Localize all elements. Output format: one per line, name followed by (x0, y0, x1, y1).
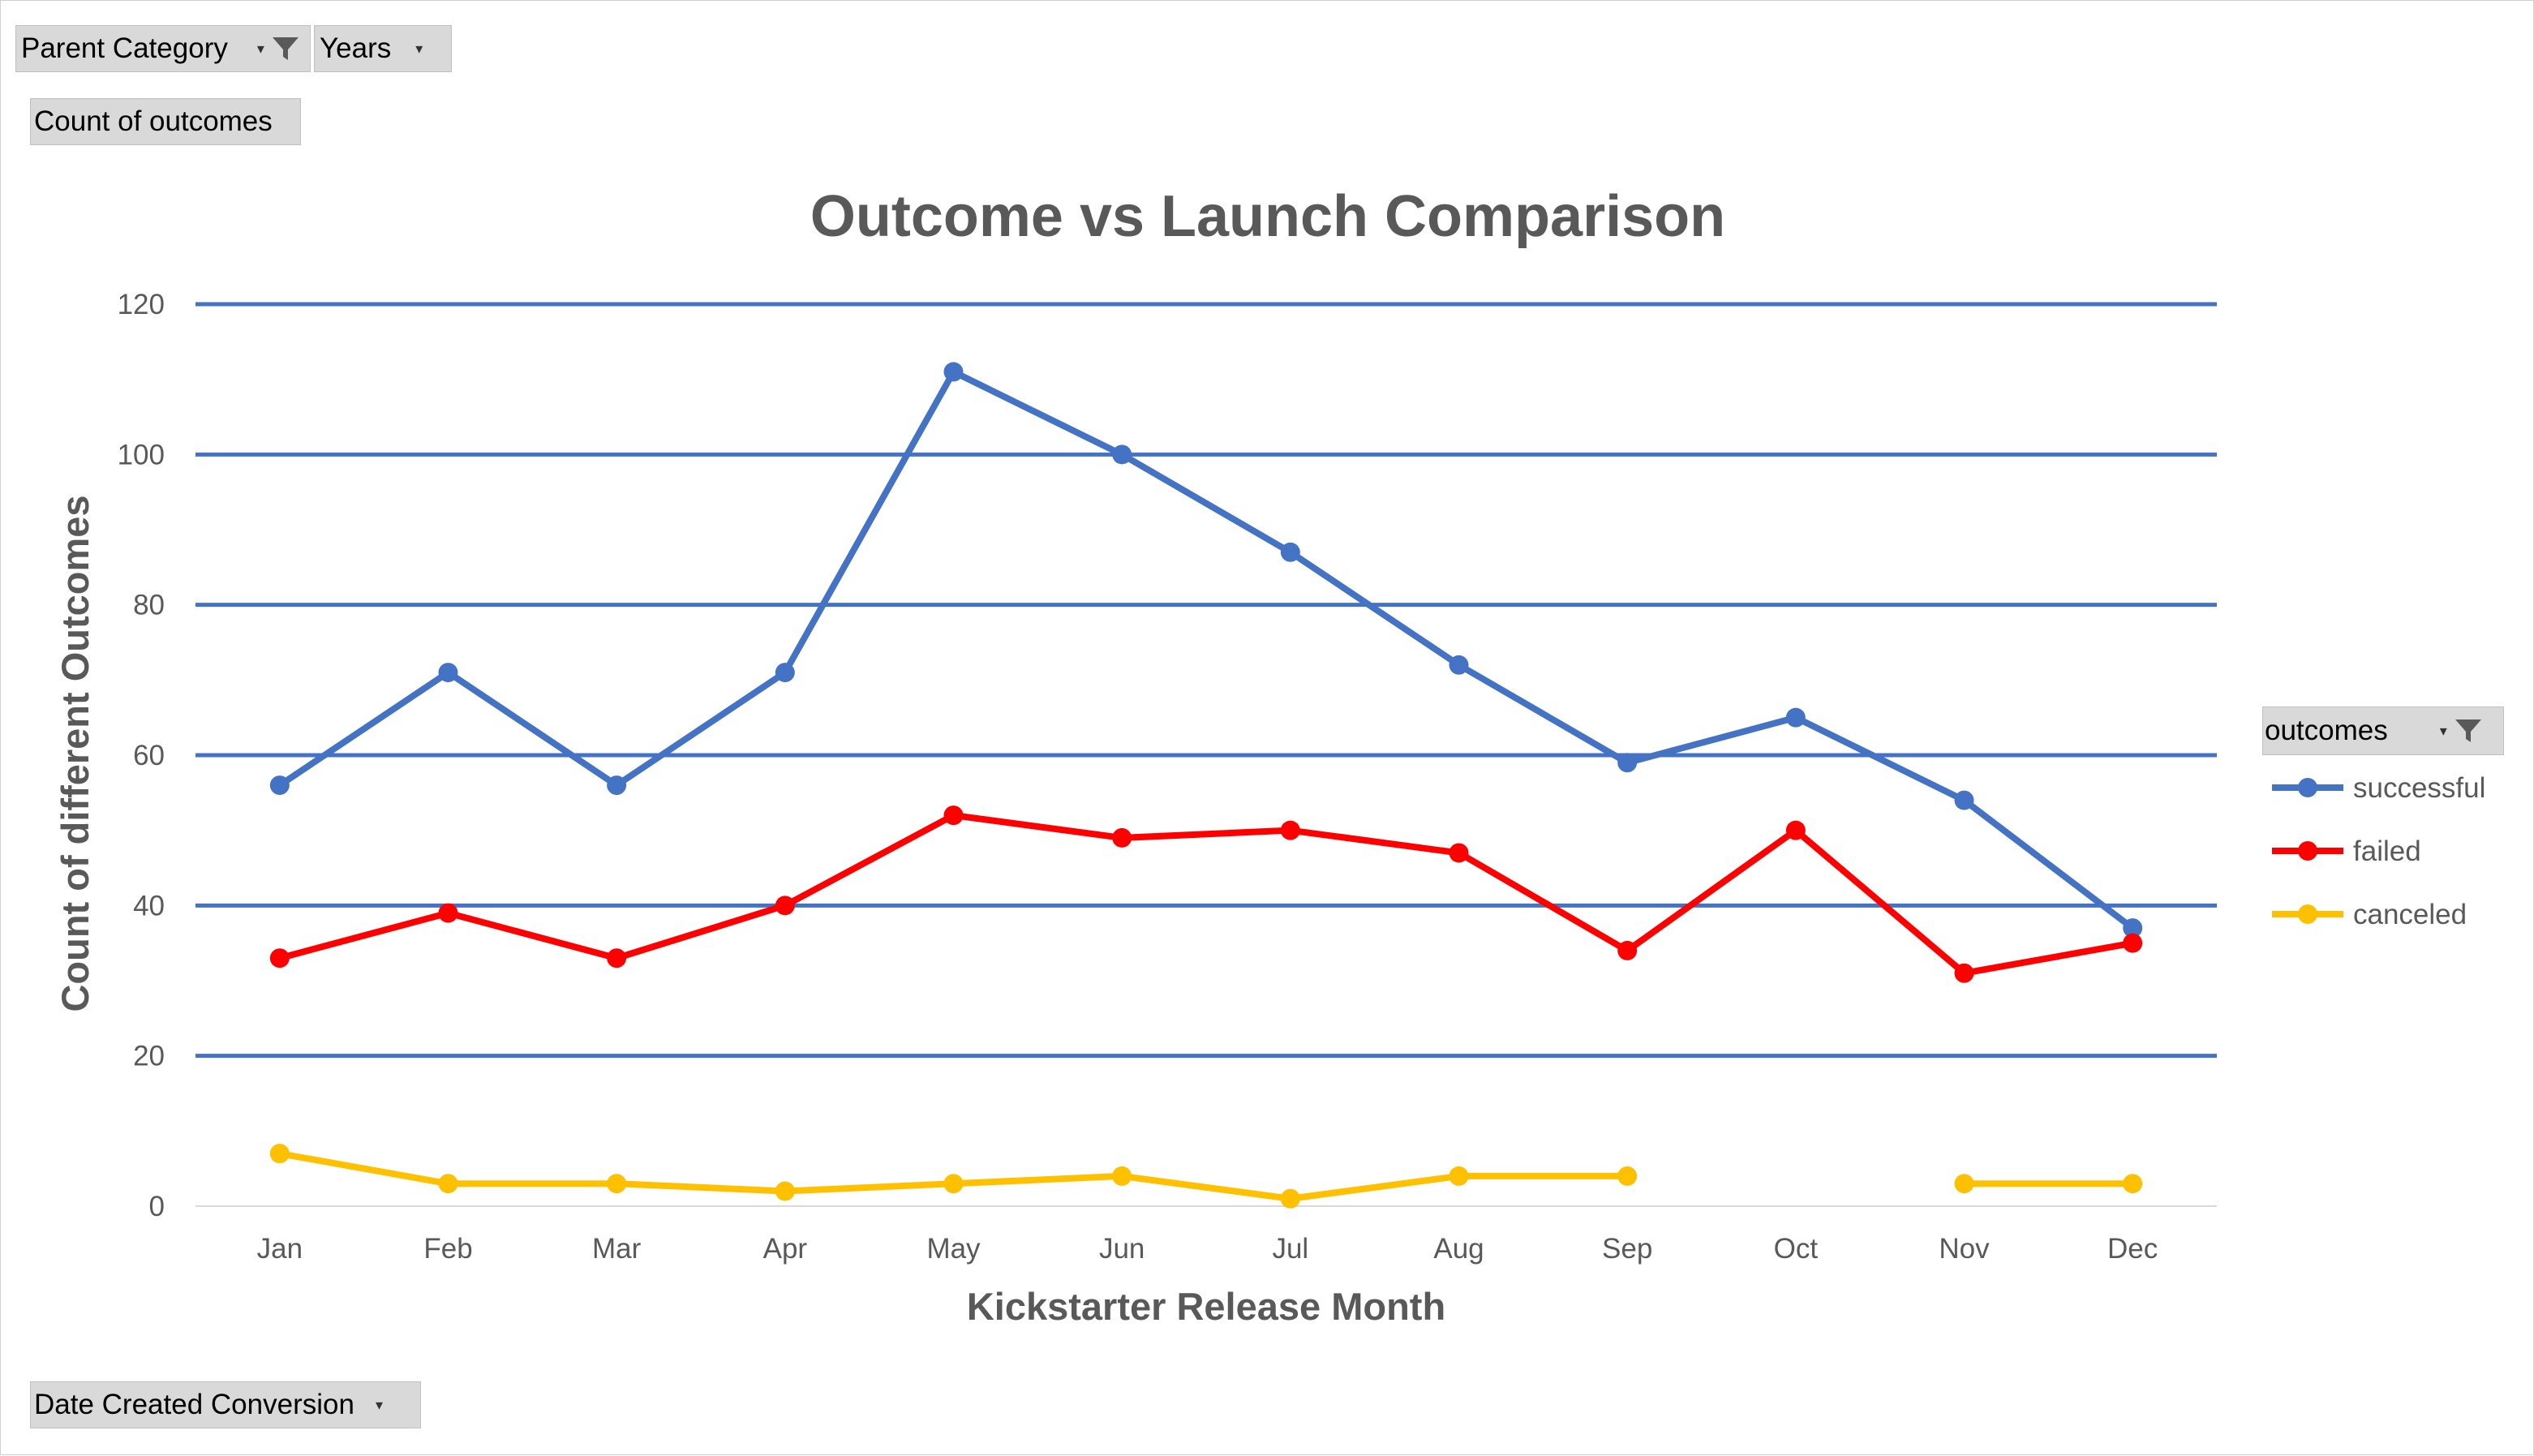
y-tick-label: 80 (133, 590, 165, 621)
x-axis-tick-labels: Jan Feb Mar Apr May Jun Jul Aug Sep Oct Nov Dec (257, 1233, 2158, 1265)
series-line-failed (276, 812, 2137, 977)
data-point-canceled (438, 1174, 458, 1194)
legend-marker (2298, 778, 2317, 797)
data-point-canceled (943, 1174, 964, 1194)
data-point-successful (438, 663, 458, 683)
data-point-canceled (1449, 1166, 1469, 1186)
y-tick-label: 40 (133, 890, 165, 921)
series-successful (269, 362, 2143, 938)
data-point-failed (2123, 933, 2143, 953)
data-point-failed (607, 948, 627, 969)
count-of-outcomes-field-button[interactable]: Count of outcomes (30, 98, 301, 145)
data-point-failed (1280, 820, 1300, 840)
chevron-down-icon[interactable]: ▾ (415, 40, 423, 57)
legend-item-failed[interactable]: failed (2272, 835, 2421, 867)
x-tick-label: Apr (763, 1233, 808, 1265)
chevron-down-icon[interactable]: ▾ (256, 40, 264, 57)
data-point-successful (1785, 707, 1806, 728)
data-point-successful (607, 775, 627, 796)
chart-title: Outcome vs Launch Comparison (810, 184, 1725, 249)
x-tick-label: May (926, 1233, 981, 1265)
legend-marker (2298, 904, 2317, 924)
data-point-successful (1954, 790, 1974, 810)
data-point-failed (1449, 843, 1469, 863)
y-tick-label: 0 (149, 1191, 165, 1222)
data-point-failed (1785, 820, 1806, 840)
data-point-failed (1954, 963, 1974, 983)
x-tick-label: Nov (1939, 1233, 1990, 1265)
data-point-successful (2123, 918, 2143, 938)
legend-marker (2298, 841, 2317, 861)
data-point-successful (1449, 655, 1469, 675)
x-axis-title: Kickstarter Release Month (967, 1285, 1445, 1328)
series-canceled (269, 1144, 2143, 1209)
data-point-failed (1617, 940, 1638, 960)
legend-item-successful[interactable]: successful (2272, 772, 2485, 804)
series-line-successful (276, 368, 2137, 932)
x-tick-label: Oct (1774, 1233, 1819, 1265)
legend-label: successful (2353, 772, 2485, 804)
data-point-failed (775, 896, 795, 916)
x-tick-label: Jul (1272, 1233, 1308, 1265)
count-of-outcomes-label: Count of outcomes (34, 105, 273, 137)
x-tick-label: Jan (257, 1233, 303, 1265)
x-tick-label: Dec (2107, 1233, 2158, 1265)
data-point-successful (943, 362, 964, 382)
y-axis-tick-labels: 0 20 40 60 80 100 120 (118, 289, 165, 1222)
x-tick-label: Aug (1433, 1233, 1484, 1265)
series-group (269, 362, 2143, 1209)
filter-icon[interactable] (269, 32, 302, 65)
years-label: Years (320, 32, 392, 64)
date-created-conversion-field-button[interactable]: Date Created Conversion ▾ (30, 1381, 421, 1428)
data-point-successful (1280, 542, 1300, 562)
data-point-canceled (269, 1144, 290, 1164)
data-point-canceled (1954, 1174, 1974, 1194)
data-point-canceled (1112, 1166, 1132, 1186)
y-tick-label: 120 (118, 289, 165, 320)
legend-label: failed (2353, 835, 2421, 867)
filter-icon[interactable] (2452, 715, 2485, 747)
data-point-successful (1112, 445, 1132, 465)
data-point-failed (269, 948, 290, 969)
y-tick-label: 20 (133, 1041, 165, 1072)
data-point-canceled (775, 1181, 795, 1201)
y-tick-label: 60 (133, 740, 165, 771)
chevron-down-icon[interactable]: ▾ (375, 1396, 383, 1413)
data-point-failed (943, 805, 964, 826)
data-point-successful (269, 775, 290, 796)
data-point-canceled (607, 1174, 627, 1194)
data-point-successful (775, 663, 795, 683)
legend-label: canceled (2353, 899, 2467, 930)
legend-item-canceled[interactable]: canceled (2272, 899, 2467, 930)
data-point-canceled (1280, 1188, 1300, 1209)
chevron-down-icon[interactable]: ▾ (2439, 722, 2447, 739)
x-tick-label: Jun (1099, 1233, 1145, 1265)
parent-category-label: Parent Category (21, 32, 228, 64)
x-tick-label: Mar (592, 1233, 642, 1265)
data-point-canceled (1617, 1166, 1638, 1186)
data-point-failed (438, 903, 458, 923)
x-tick-label: Feb (423, 1233, 472, 1265)
data-point-canceled (2123, 1174, 2143, 1194)
x-tick-label: Sep (1602, 1233, 1652, 1265)
outcomes-legend-title: outcomes (2265, 715, 2388, 746)
data-point-successful (1617, 753, 1638, 773)
y-axis-title: Count of different Outcomes (54, 495, 97, 1011)
outcomes-legend-field-button[interactable]: outcomes ▾ (2262, 707, 2504, 755)
data-point-failed (1112, 827, 1132, 848)
gridlines (195, 302, 2217, 1207)
legend: successful failed canceled (2272, 772, 2485, 930)
years-field-button[interactable]: Years ▾ (314, 25, 452, 72)
parent-category-field-button[interactable]: Parent Category ▾ (15, 25, 311, 72)
y-tick-label: 100 (118, 439, 165, 470)
series-failed (269, 805, 2143, 983)
date-created-conversion-label: Date Created Conversion (34, 1389, 354, 1420)
